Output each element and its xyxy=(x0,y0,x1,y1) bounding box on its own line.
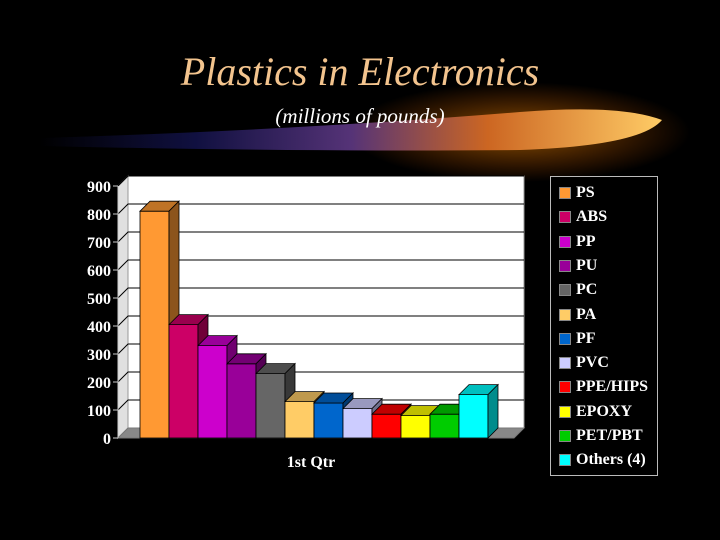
legend-label: PET/PBT xyxy=(576,427,643,444)
x-category-label: 1st Qtr xyxy=(287,454,335,471)
plot-side-wall xyxy=(117,174,129,440)
legend-label: Others (4) xyxy=(576,451,646,469)
legend-swatch xyxy=(559,381,571,394)
legend-item: PS xyxy=(559,183,595,203)
gridline xyxy=(117,287,524,299)
y-tick-label: 400 xyxy=(87,319,111,336)
gridline xyxy=(117,399,524,411)
gridline xyxy=(117,343,524,355)
gridline xyxy=(117,259,524,271)
legend-swatch xyxy=(559,357,571,370)
legend-label: PPE/HIPS xyxy=(576,378,649,396)
legend-item: PF xyxy=(559,329,596,349)
y-tick-label: 100 xyxy=(87,403,111,420)
legend-item: ABS xyxy=(559,207,607,227)
y-tick-label: 300 xyxy=(87,347,111,364)
legend-swatch xyxy=(559,430,571,442)
legend-label: PVC xyxy=(576,354,609,372)
chart-title: Plastics in Electronics xyxy=(180,49,540,94)
gridline xyxy=(117,315,524,327)
legend-swatch xyxy=(559,454,571,467)
y-tick-label: 0 xyxy=(103,431,111,448)
gridline xyxy=(117,175,524,187)
legend-label: ABS xyxy=(576,208,608,226)
legend-item: Others (4) xyxy=(559,450,646,470)
legend-swatch xyxy=(559,259,571,272)
legend-label: PF xyxy=(576,329,596,347)
chart-legend: PS ABS PP PU PC PA PF PVC PPE/HIPS EPOXY PET/PBT Ot… xyxy=(550,176,658,476)
legend-item: PP xyxy=(559,232,596,252)
legend-swatch xyxy=(559,405,571,418)
legend-item: PPE/HIPS xyxy=(559,377,648,397)
legend-item: PVC xyxy=(559,353,609,373)
y-tick-label: 200 xyxy=(87,375,111,392)
gridline xyxy=(117,371,524,383)
legend-item: EPOXY xyxy=(559,402,632,422)
legend-swatch xyxy=(559,211,571,224)
legend-label: EPOXY xyxy=(576,402,632,420)
legend-swatch xyxy=(559,332,571,345)
y-tick-label: 900 xyxy=(87,179,111,196)
legend-swatch xyxy=(559,235,571,248)
y-tick-label: 500 xyxy=(87,291,111,308)
legend-swatch xyxy=(559,284,571,297)
legend-item: PU xyxy=(559,256,597,276)
legend-swatch xyxy=(559,308,571,321)
chart-subtitle: (millions of pounds) xyxy=(275,104,445,128)
gridline xyxy=(117,203,524,215)
y-tick-label: 700 xyxy=(87,235,111,252)
legend-item: PA xyxy=(559,305,596,325)
legend-swatch xyxy=(559,187,571,199)
legend-label: PA xyxy=(576,305,597,323)
bar-others-4 xyxy=(458,383,499,439)
legend-label: PS xyxy=(576,184,595,201)
bar-pc xyxy=(255,362,296,439)
legend-label: PP xyxy=(576,232,596,250)
y-tick-label: 600 xyxy=(87,263,111,280)
legend-label: PU xyxy=(576,256,598,274)
gridline xyxy=(117,231,524,243)
legend-item: PC xyxy=(559,280,597,300)
legend-label: PC xyxy=(576,281,598,299)
legend-item: PET/PBT xyxy=(559,426,643,446)
y-tick-label: 800 xyxy=(87,207,111,224)
